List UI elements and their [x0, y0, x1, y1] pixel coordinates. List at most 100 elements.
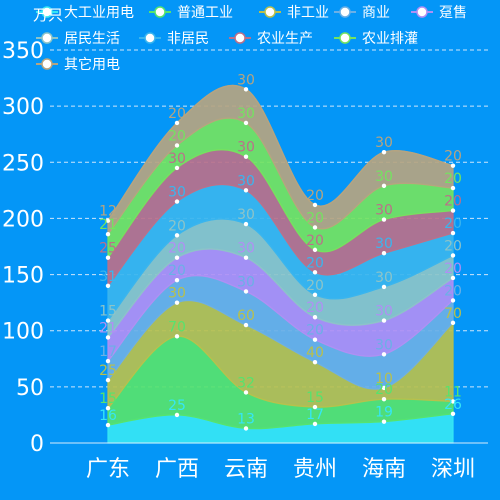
data-point[interactable] — [381, 183, 387, 189]
data-point[interactable] — [450, 253, 456, 258]
data-label: 30 — [375, 135, 393, 151]
data-point[interactable] — [243, 289, 249, 294]
data-point[interactable] — [243, 426, 249, 431]
data-point[interactable] — [381, 397, 387, 402]
data-point[interactable] — [450, 320, 456, 326]
legend-item[interactable]: 趸售 — [411, 5, 467, 21]
data-point[interactable] — [381, 419, 387, 424]
data-point[interactable] — [381, 352, 387, 357]
data-point[interactable] — [174, 255, 180, 260]
data-label: 20 — [306, 210, 324, 226]
data-point[interactable] — [105, 405, 111, 411]
data-label: 25 — [99, 241, 117, 257]
legend-label: 商业 — [362, 5, 390, 21]
legend-item[interactable]: 农业生产 — [229, 31, 313, 47]
data-point[interactable] — [450, 275, 456, 281]
legend-marker — [416, 6, 428, 18]
data-point[interactable] — [105, 218, 111, 223]
legend-item[interactable]: 普通工业 — [149, 5, 233, 21]
legend-item[interactable]: 商业 — [334, 5, 390, 21]
data-point[interactable] — [105, 377, 111, 383]
data-point[interactable] — [174, 199, 180, 204]
data-point[interactable] — [105, 231, 111, 237]
data-point[interactable] — [450, 230, 456, 236]
data-label: 20 — [444, 216, 462, 232]
data-point[interactable] — [450, 399, 456, 404]
data-label: 30 — [375, 203, 393, 219]
data-point[interactable] — [243, 87, 249, 92]
data-point[interactable] — [312, 421, 318, 427]
data-label: 32 — [237, 375, 255, 391]
data-point[interactable] — [312, 225, 318, 230]
data-point[interactable] — [105, 283, 111, 288]
data-point[interactable] — [312, 404, 318, 410]
data-point[interactable] — [174, 300, 180, 305]
data-point[interactable] — [174, 334, 180, 339]
data-label: 12 — [99, 204, 117, 220]
data-point[interactable] — [381, 149, 387, 155]
data-point[interactable] — [105, 422, 111, 428]
data-point[interactable] — [243, 188, 249, 193]
data-point[interactable] — [312, 359, 318, 365]
x-tick-label: 广西 — [155, 457, 199, 482]
data-point[interactable] — [381, 251, 387, 256]
legend-marker — [41, 58, 53, 70]
data-point[interactable] — [312, 337, 318, 342]
data-point[interactable] — [243, 390, 249, 395]
data-point[interactable] — [105, 255, 111, 260]
data-label: 70 — [168, 319, 186, 335]
data-point[interactable] — [174, 143, 180, 148]
data-point[interactable] — [174, 412, 180, 418]
point-layer — [105, 87, 456, 431]
data-label: 30 — [375, 169, 393, 185]
data-point[interactable] — [450, 163, 456, 168]
data-point[interactable] — [243, 255, 249, 260]
legend-item[interactable]: 居民生活 — [36, 31, 120, 47]
data-label: 15 — [99, 391, 117, 407]
data-label: 20 — [375, 382, 393, 398]
data-point[interactable] — [105, 358, 111, 364]
data-point[interactable] — [312, 270, 318, 275]
data-label: 20 — [306, 323, 324, 339]
data-point[interactable] — [174, 233, 180, 238]
data-point[interactable] — [243, 322, 249, 328]
data-point[interactable] — [243, 120, 249, 126]
data-point[interactable] — [312, 292, 318, 297]
legend-item[interactable]: 农业排灌 — [334, 31, 418, 47]
axis-layer: 0 50 100 150 200 250 300 350 广东 广西 云南 贵州 海南 深圳 — [2, 39, 488, 482]
data-point[interactable] — [450, 185, 456, 191]
data-point[interactable] — [312, 247, 318, 253]
y-tick-label: 150 — [2, 264, 44, 289]
data-point[interactable] — [381, 318, 387, 323]
data-point[interactable] — [381, 385, 387, 391]
data-point[interactable] — [105, 318, 111, 323]
data-label: 30 — [237, 274, 255, 290]
data-point[interactable] — [105, 335, 111, 340]
data-point[interactable] — [381, 284, 387, 290]
legend-item[interactable]: 其它用电 — [36, 56, 120, 73]
data-label: 20 — [444, 194, 462, 210]
data-label: 20 — [444, 283, 462, 299]
legend-item[interactable]: 大工业用电 — [36, 5, 134, 21]
data-point[interactable] — [381, 217, 387, 222]
legend-label: 农业生产 — [257, 31, 313, 47]
data-point[interactable] — [174, 277, 180, 283]
data-label: 30 — [168, 185, 186, 201]
data-point[interactable] — [312, 315, 318, 320]
legend-item[interactable]: 非工业 — [259, 5, 329, 21]
legend-label: 其它用电 — [64, 56, 120, 73]
legend-item[interactable]: 非居民 — [139, 31, 209, 47]
data-point[interactable] — [243, 154, 249, 159]
data-point[interactable] — [174, 165, 180, 171]
data-point[interactable] — [450, 208, 456, 213]
data-label: 30 — [375, 270, 393, 286]
data-point[interactable] — [243, 221, 249, 227]
data-label: 30 — [375, 236, 393, 252]
y-tick-label: 50 — [16, 376, 44, 401]
data-label: 30 — [237, 106, 255, 122]
data-point[interactable] — [312, 202, 318, 208]
data-point[interactable] — [450, 411, 456, 417]
data-point[interactable] — [450, 298, 456, 303]
data-point[interactable] — [174, 120, 180, 126]
